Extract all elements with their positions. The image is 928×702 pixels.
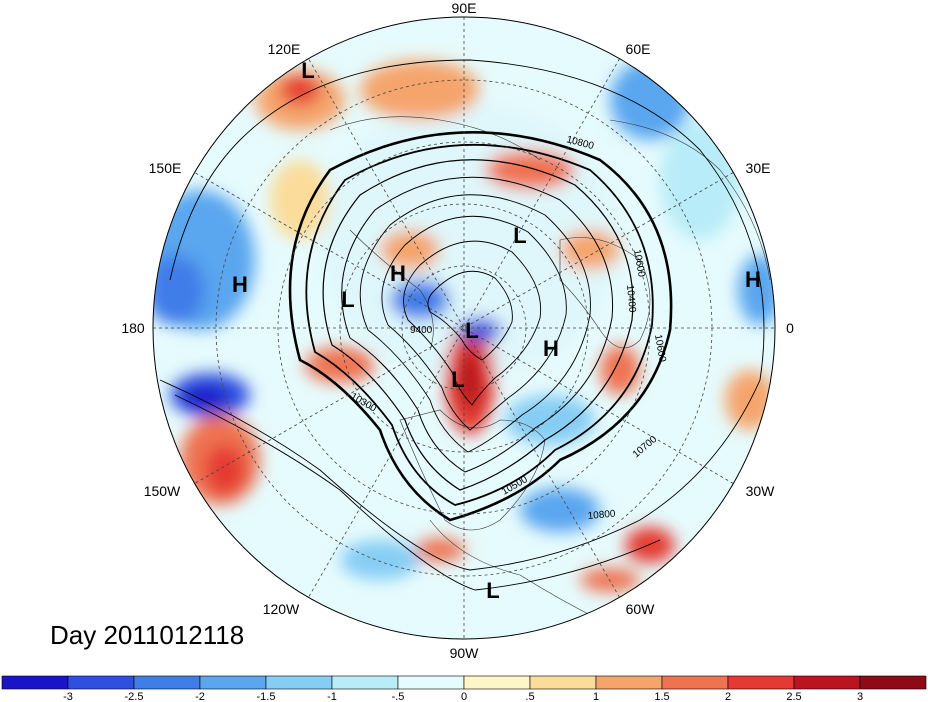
colorbar-swatch — [265, 675, 333, 690]
lon-label-150w: 150W — [144, 483, 181, 499]
pressure-low-marker: L — [513, 223, 526, 248]
lon-label-90w: 90W — [450, 645, 480, 661]
colorbar-tick-label: 0 — [461, 691, 467, 702]
lon-label-60w: 60W — [626, 601, 656, 617]
lon-label-150e: 150E — [149, 160, 182, 176]
colorbar-tick-label: 3 — [857, 691, 863, 702]
colorbar-tick-label: 1 — [593, 691, 599, 702]
colorbar-swatch — [199, 675, 267, 690]
colorbar: -3 -2.5 -2 -1.5 -1 -.5 0 .5 1 1.5 2 2.5 3 — [1, 675, 927, 702]
colorbar-tick-label: -3 — [63, 691, 73, 702]
pressure-high-marker: H — [390, 261, 406, 286]
colorbar-swatch — [67, 675, 135, 690]
pressure-low-marker: L — [451, 367, 464, 392]
date-label: Day 2011012118 — [50, 620, 245, 650]
lon-label-120w: 120W — [263, 601, 300, 617]
colorbar-swatch — [463, 675, 531, 690]
contour-label: 10600 — [652, 334, 668, 364]
colorbar-tick-label: -1.5 — [257, 691, 276, 702]
pressure-low-marker: L — [465, 318, 478, 343]
lon-label-30e: 30E — [746, 160, 771, 176]
lon-label-90e: 90E — [452, 0, 477, 16]
colorbar-tick-label: 2.5 — [786, 691, 801, 702]
colorbar-tick-label: -.5 — [392, 691, 405, 702]
lon-label-0: 0 — [786, 320, 794, 336]
anomaly-field — [153, 17, 775, 639]
height-contours — [159, 59, 765, 591]
pressure-low-marker: L — [341, 287, 354, 312]
colorbar-swatch — [793, 675, 861, 690]
pressure-high-marker: H — [543, 336, 559, 361]
colorbar-tick-label: -1 — [327, 691, 337, 702]
colorbar-swatch — [1, 675, 69, 690]
pressure-high-marker: L — [486, 578, 499, 603]
contour-label: 9400 — [410, 325, 433, 336]
contour-label: 10400 — [624, 284, 637, 313]
colorbar-swatch — [133, 675, 201, 690]
colorbar-swatch — [397, 675, 465, 690]
colorbar-swatch — [529, 675, 597, 690]
contour-label: 10800 — [587, 509, 616, 522]
colorbar-swatch — [331, 675, 399, 690]
map-boundary — [152, 16, 776, 640]
colorbar-swatch — [595, 675, 663, 690]
colorbar-tick-label: 1.5 — [654, 691, 669, 702]
lon-label-30w: 30W — [746, 483, 776, 499]
pressure-high-marker: H — [232, 272, 248, 297]
colorbar-tick-label: -2 — [195, 691, 205, 702]
graticule — [153, 17, 775, 639]
lon-label-180: 180 — [121, 320, 145, 336]
colorbar-tick-label: -2.5 — [125, 691, 144, 702]
colorbar-swatch — [727, 675, 795, 690]
pressure-low-marker: L — [301, 58, 314, 83]
lon-label-120e: 120E — [268, 41, 301, 57]
contour-label: 10600 — [631, 249, 647, 279]
colorbar-swatch — [859, 675, 927, 690]
colorbar-swatch — [661, 675, 729, 690]
colorbar-tick-label: 2 — [725, 691, 731, 702]
lon-label-60e: 60E — [626, 41, 651, 57]
colorbar-tick-label: .5 — [525, 691, 534, 702]
pressure-high-marker: H — [745, 267, 761, 292]
